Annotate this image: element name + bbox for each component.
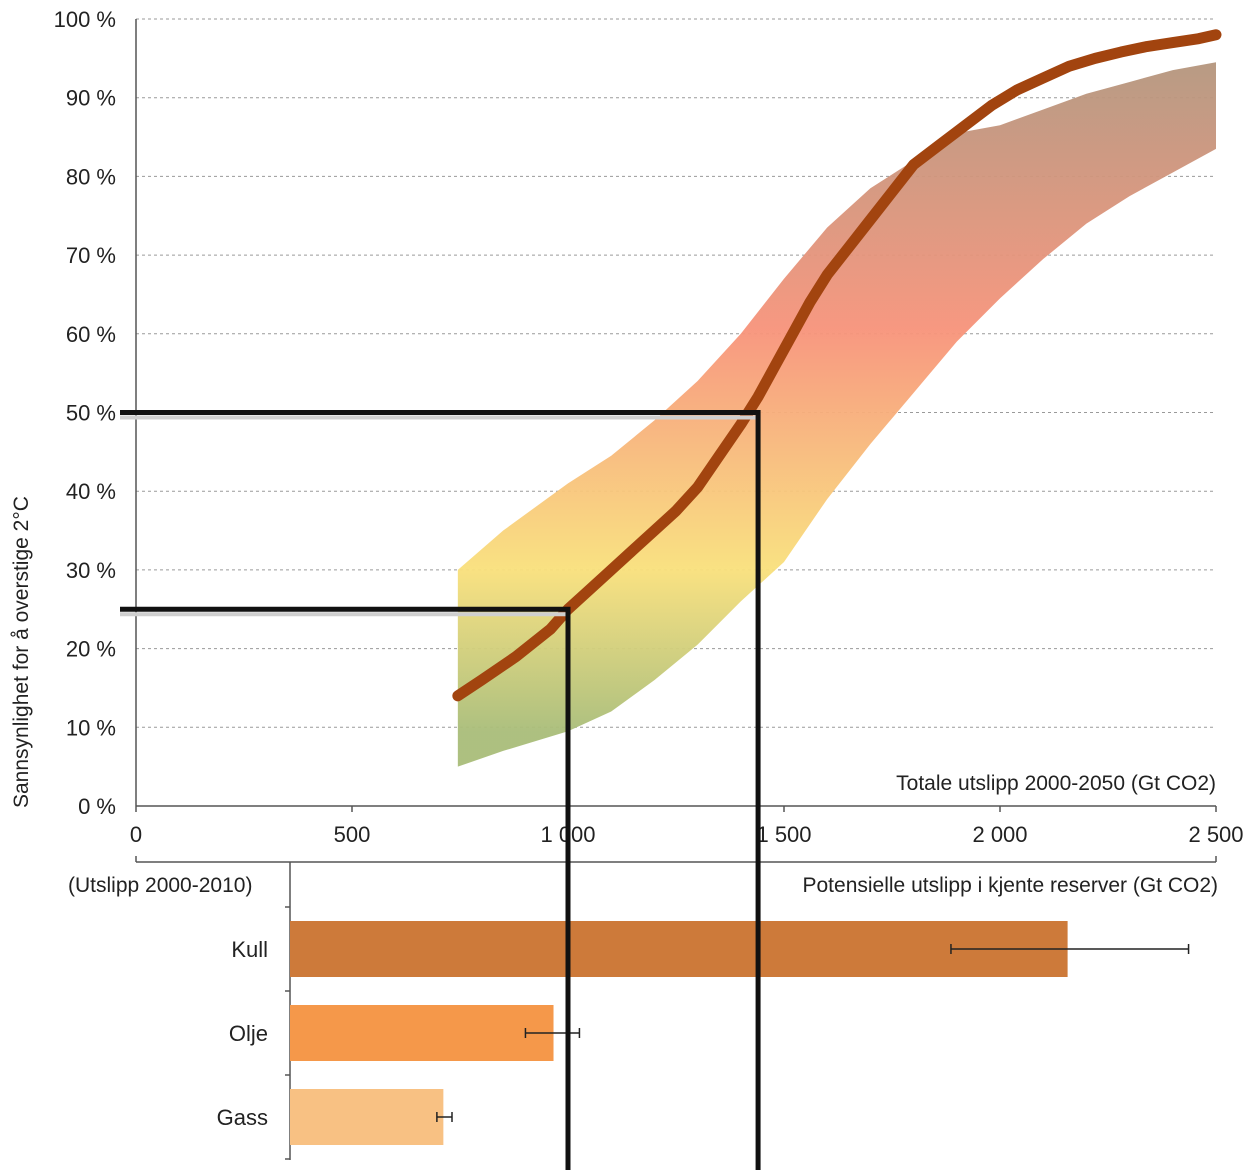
y-tick-label: 100 % [54, 7, 116, 32]
category-label: Gass [217, 1105, 268, 1130]
bar-gass [290, 1089, 444, 1145]
x-tick-label: 2 500 [1188, 822, 1243, 847]
y-axis-label: Sannsynlighet for å overstige 2°C [10, 496, 33, 808]
probability-curve-line [452, 29, 1222, 702]
uncertainty-band [457, 62, 1217, 767]
uncertainty-band-area [457, 62, 1217, 767]
bar-x-axis-label: Potensielle utslipp i kjente reserver (G… [803, 874, 1219, 897]
category-label: Olje [229, 1021, 268, 1046]
bar-kull [290, 921, 1068, 977]
x-tick-label: 1 500 [756, 822, 811, 847]
offset-label: (Utslipp 2000-2010) [68, 874, 252, 897]
y-tick-label: 90 % [66, 86, 116, 111]
y-tick-label: 0 % [78, 794, 116, 819]
bar-olje [290, 1005, 554, 1061]
y-tick-label: 20 % [66, 637, 116, 662]
y-tick-label: 30 % [66, 558, 116, 583]
x-axis-label: Totale utslipp 2000-2050 (Gt CO2) [896, 772, 1216, 795]
category-label: Kull [231, 937, 268, 962]
y-tick-label: 60 % [66, 322, 116, 347]
y-tick-label: 80 % [66, 164, 116, 189]
reserves-bar-chart: Kull Olje Gass [135, 856, 1217, 1160]
y-tick-label: 10 % [66, 715, 116, 740]
probability-curve [452, 29, 1222, 702]
y-tick-label: 40 % [66, 479, 116, 504]
reference-line [120, 410, 761, 1170]
x-tick-label: 500 [334, 822, 371, 847]
x-tick-label: 2 000 [972, 822, 1027, 847]
y-tick-label: 70 % [66, 243, 116, 268]
reference-line [120, 606, 571, 1170]
gridlines: 0 % 10 % 20 % 30 % 40 % 50 % 60 % 70 % 80 % 90 % 1… [54, 7, 1216, 819]
y-tick-label: 50 % [66, 401, 116, 426]
x-tick-label: 0 [130, 822, 142, 847]
reference-lines [120, 410, 761, 1170]
